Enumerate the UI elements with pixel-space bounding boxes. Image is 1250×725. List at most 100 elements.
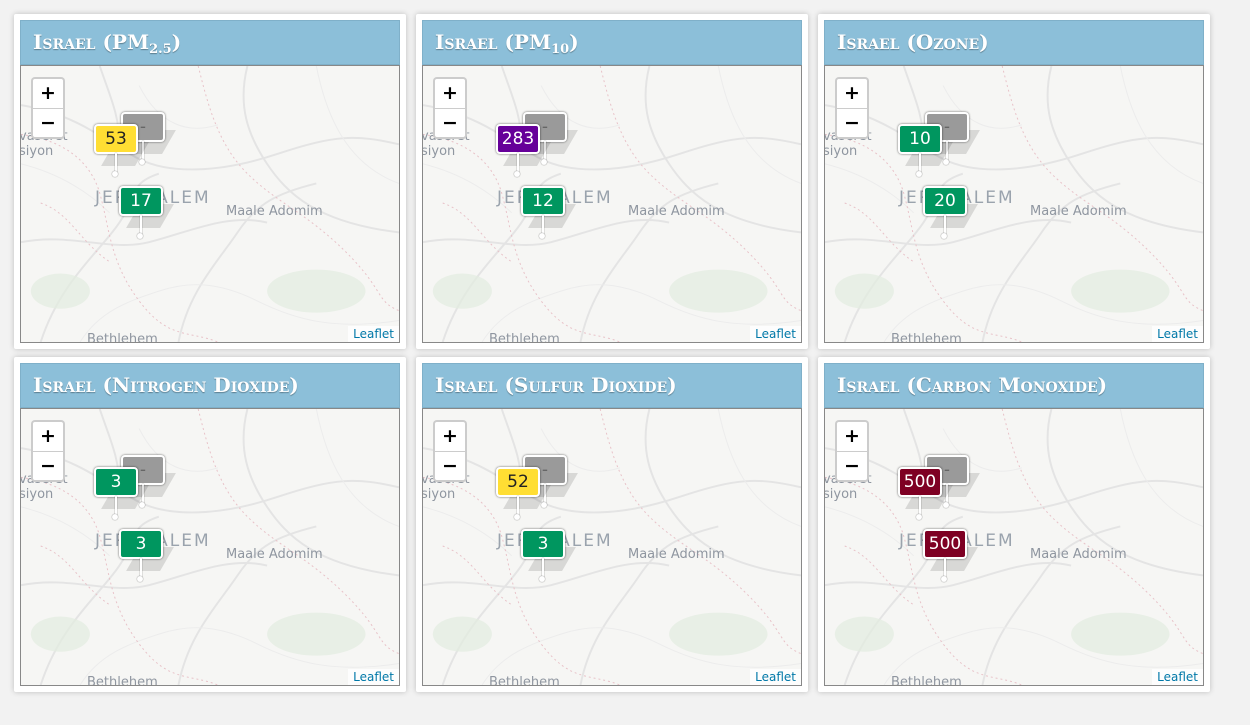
aqi-value-badge: 17 (119, 186, 163, 216)
title-end: ) (171, 30, 182, 54)
station-marker[interactable]: 12 (521, 186, 576, 240)
marker-pole (140, 558, 142, 578)
map-tiles (21, 409, 399, 685)
marker-pole (517, 496, 519, 516)
aqi-value-badge: 52 (496, 467, 540, 497)
zoom-in-button[interactable]: + (40, 425, 56, 447)
marker-pole (544, 141, 546, 161)
marker-foot (916, 514, 922, 520)
zoom-control: + − (31, 420, 65, 482)
aqi-value-badge: 500 (898, 467, 942, 497)
zoom-control: + − (433, 77, 467, 139)
title-text: Israel (Carbon Monoxide) (837, 373, 1108, 397)
aqi-value-badge: 283 (496, 124, 540, 154)
aqi-value-badge: 3 (119, 529, 163, 559)
leaflet-map[interactable]: vaseretsiyon JERUSALEM Maale Adomim Beth… (422, 408, 802, 686)
marker-foot (943, 159, 949, 165)
title-text: Israel (PM (435, 30, 552, 54)
station-marker[interactable]: 3 (119, 529, 174, 583)
maale-adomim-label: Maale Adomim (226, 547, 323, 562)
marker-pole (919, 153, 921, 173)
station-marker[interactable]: 500 (898, 467, 953, 521)
bethlehem-label: Bethlehem (891, 675, 962, 686)
zoom-in-button[interactable]: + (844, 425, 860, 447)
zoom-in-button[interactable]: + (442, 425, 458, 447)
zoom-out-button[interactable]: − (435, 108, 465, 137)
marker-foot (541, 159, 547, 165)
zoom-out-button[interactable]: − (837, 451, 867, 480)
leaflet-attribution-link[interactable]: Leaflet (1152, 669, 1203, 685)
marker-pole (919, 496, 921, 516)
leaflet-map[interactable]: vaseretsiyon JERUSALEM Maale Adomim Beth… (824, 65, 1204, 343)
leaflet-attribution-link[interactable]: Leaflet (348, 669, 399, 685)
aqi-value-badge: 53 (94, 124, 138, 154)
leaflet-map[interactable]: vaseretsiyon JERUSALEM Maale Adomim Beth… (20, 408, 400, 686)
marker-foot (941, 233, 947, 239)
town-label-line2: siyon (422, 487, 456, 502)
zoom-in-button[interactable]: + (442, 82, 458, 104)
marker-pole (115, 496, 117, 516)
zoom-out-button[interactable]: − (435, 451, 465, 480)
station-marker[interactable]: 53 (94, 124, 149, 178)
marker-foot (139, 502, 145, 508)
station-marker[interactable]: 20 (923, 186, 978, 240)
card-title: Israel (PM2.5) (20, 20, 400, 65)
marker-pole (140, 215, 142, 235)
town-label-line2: siyon (20, 144, 54, 159)
map-tiles (21, 66, 399, 342)
marker-foot (514, 171, 520, 177)
station-marker[interactable]: 3 (94, 467, 149, 521)
marker-pole (544, 484, 546, 504)
marker-foot (943, 502, 949, 508)
map-tiles (423, 66, 801, 342)
aqi-map-card: Israel (Sulfur Dioxide) (416, 357, 808, 692)
zoom-in-button[interactable]: + (40, 82, 56, 104)
marker-pole (944, 215, 946, 235)
bethlehem-label: Bethlehem (891, 332, 962, 343)
station-marker[interactable]: 52 (496, 467, 551, 521)
zoom-in-button[interactable]: + (844, 82, 860, 104)
station-marker[interactable]: 10 (898, 124, 953, 178)
aqi-map-card: Israel (PM2.5) (14, 14, 406, 349)
card-title: Israel (Nitrogen Dioxide) (20, 363, 400, 408)
card-title: Israel (Carbon Monoxide) (824, 363, 1204, 408)
leaflet-attribution-link[interactable]: Leaflet (750, 669, 801, 685)
leaflet-attribution-link[interactable]: Leaflet (348, 326, 399, 342)
zoom-out-button[interactable]: − (33, 451, 63, 480)
marker-pole (542, 215, 544, 235)
map-tiles (423, 409, 801, 685)
marker-pole (517, 153, 519, 173)
title-subscript: 10 (551, 42, 570, 57)
leaflet-attribution-link[interactable]: Leaflet (1152, 326, 1203, 342)
map-grid: Israel (PM2.5) (14, 14, 1232, 714)
leaflet-map[interactable]: vaseretsiyon JERUSALEM Maale Adomim Beth… (824, 408, 1204, 686)
maale-adomim-label: Maale Adomim (1030, 547, 1127, 562)
marker-pole (946, 484, 948, 504)
station-marker[interactable]: 3 (521, 529, 576, 583)
bethlehem-label: Bethlehem (489, 675, 560, 686)
title-text: Israel (PM (33, 30, 150, 54)
card-title: Israel (Sulfur Dioxide) (422, 363, 802, 408)
leaflet-map[interactable]: vaseretsiyon JERUSALEM Maale Adomim Beth… (20, 65, 400, 343)
zoom-out-button[interactable]: − (33, 108, 63, 137)
aqi-value-badge: 10 (898, 124, 942, 154)
maale-adomim-label: Maale Adomim (628, 204, 725, 219)
leaflet-map[interactable]: vaseretsiyon JERUSALEM Maale Adomim Beth… (422, 65, 802, 343)
maale-adomim-label: Maale Adomim (628, 547, 725, 562)
marker-pole (944, 558, 946, 578)
marker-foot (916, 171, 922, 177)
leaflet-attribution-link[interactable]: Leaflet (750, 326, 801, 342)
aqi-value-badge: 500 (923, 529, 967, 559)
zoom-out-button[interactable]: − (837, 108, 867, 137)
zoom-control: + − (433, 420, 467, 482)
aqi-map-card: Israel (Ozone) (818, 14, 1210, 349)
title-subscript: 2.5 (149, 42, 172, 57)
aqi-value-badge: 3 (521, 529, 565, 559)
title-text: Israel (Nitrogen Dioxide) (33, 373, 299, 397)
marker-pole (115, 153, 117, 173)
station-marker[interactable]: 17 (119, 186, 174, 240)
station-marker[interactable]: 283 (496, 124, 551, 178)
marker-foot (112, 514, 118, 520)
station-marker[interactable]: 500 (923, 529, 978, 583)
marker-foot (514, 514, 520, 520)
